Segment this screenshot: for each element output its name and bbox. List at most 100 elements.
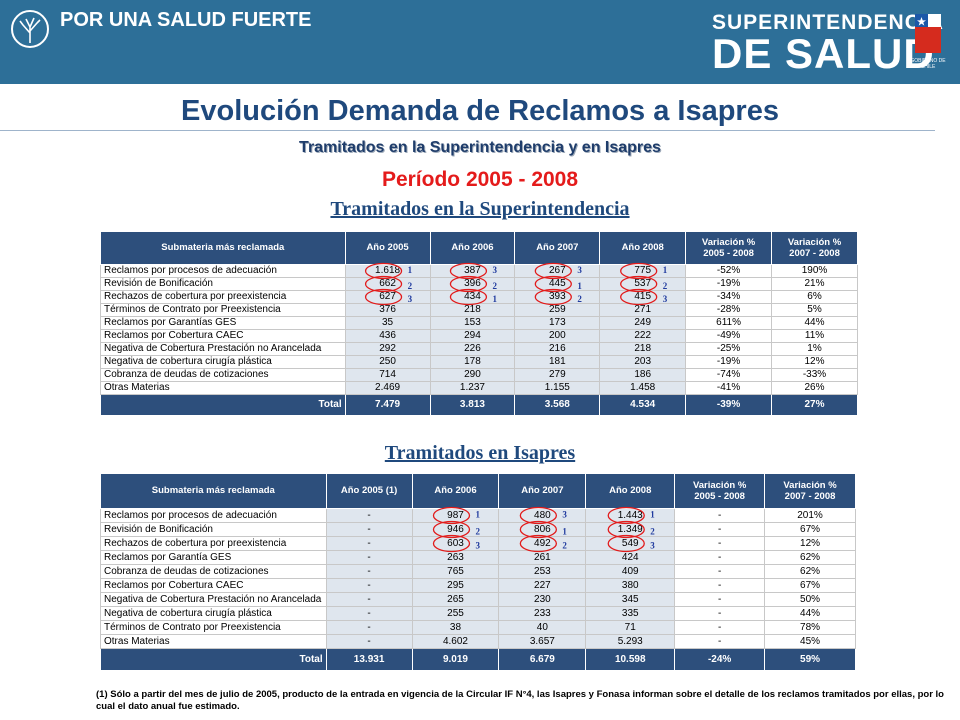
column-header: Año 2008 <box>585 473 676 509</box>
cell-y2008: 271 <box>599 303 687 317</box>
cell-y2005: 250 <box>344 355 431 369</box>
cell-y2005: 1.618 <box>344 264 431 278</box>
cell-y2005: - <box>325 606 413 621</box>
cell-v1: -19% <box>685 277 773 291</box>
page-subtitle: Tramitados en la Superintendencia y en I… <box>299 139 661 156</box>
cell-y2005: 436 <box>344 329 431 343</box>
cell-v1: -52% <box>685 264 773 278</box>
cell-y2007: 3.657 <box>498 634 587 649</box>
table-row: Cobranza de deudas de cotizaciones -765 25… <box>100 564 856 579</box>
cell-v1: -34% <box>685 290 773 304</box>
cell-y2006: 1.237 <box>429 381 516 395</box>
total-v2: 59% <box>764 648 856 671</box>
cell-y2007: 227 <box>498 578 587 593</box>
cell-y2007: 261 <box>498 550 587 565</box>
cell-v1: - <box>674 578 766 593</box>
government-label: GOBIERNO DE CHILE <box>910 58 946 70</box>
row-label: Reclamos por Garantías GES <box>100 316 346 330</box>
cell-y2007: 393 <box>514 290 601 304</box>
cell-y2005: - <box>325 578 413 593</box>
cell-y2008: 380 <box>585 578 676 593</box>
table-row: Negativa de cobertura cirugía plástica 25… <box>100 355 858 369</box>
table-row: Reclamos por procesos de adecuación 1.618… <box>100 264 858 278</box>
table-row: Rechazos de cobertura por preexistencia -… <box>100 536 856 551</box>
cell-y2006: 603 <box>411 536 500 551</box>
table-row: Negativa de cobertura cirugía plástica -2… <box>100 606 856 621</box>
cell-v2: 44% <box>764 606 856 621</box>
table-row: Reclamos por Cobertura CAEC 436 294 200 222-… <box>100 329 858 343</box>
cell-v1: -25% <box>685 342 773 356</box>
cell-v1: - <box>674 564 766 579</box>
total-y2008: 4.534 <box>599 394 687 416</box>
cell-y2007: 233 <box>498 606 587 621</box>
row-label: Otras Materias <box>100 634 327 649</box>
cell-y2006: 265 <box>411 592 500 607</box>
total-y2006: 3.813 <box>429 394 516 416</box>
table-row: Negativa de Cobertura Prestación no Aran… <box>100 592 856 607</box>
cell-y2008: 537 <box>599 277 687 291</box>
cell-v1: 611% <box>685 316 773 330</box>
cell-v2: 62% <box>764 564 856 579</box>
row-label: Reclamos por Cobertura CAEC <box>100 578 327 593</box>
cell-y2008: 424 <box>585 550 676 565</box>
cell-v1: - <box>674 522 766 537</box>
slogan: POR UNA SALUD FUERTE <box>60 9 312 31</box>
cell-v2: 1% <box>771 342 858 356</box>
cell-y2007: 1.155 <box>514 381 601 395</box>
cell-v1: - <box>674 508 766 523</box>
table-row: Cobranza de deudas de cotizaciones 714 290… <box>100 368 858 382</box>
cell-y2007: 259 <box>514 303 601 317</box>
column-header: Variación % 2007 - 2008 <box>771 231 858 265</box>
column-header: Año 2006 <box>429 231 516 265</box>
cell-v2: -33% <box>771 368 858 382</box>
isapres-table: Submateria más reclamada Año 2005 (1) Añ… <box>100 473 856 671</box>
cell-y2006: 387 <box>429 264 516 278</box>
title-divider <box>0 130 935 131</box>
cell-y2005: - <box>325 592 413 607</box>
brand-bottom-text: DE SALUD <box>712 30 935 77</box>
cell-y2007: 230 <box>498 592 587 607</box>
cell-v2: 6% <box>771 290 858 304</box>
cell-v1: -49% <box>685 329 773 343</box>
cell-y2007: 253 <box>498 564 587 579</box>
cell-y2006: 218 <box>429 303 516 317</box>
row-label: Negativa de cobertura cirugía plástica <box>100 355 346 369</box>
column-header: Año 2005 <box>344 231 431 265</box>
cell-y2005: - <box>325 550 413 565</box>
total-y2008: 10.598 <box>585 648 676 671</box>
row-label: Revisión de Bonificación <box>100 522 327 537</box>
cell-y2008: 549 <box>585 536 676 551</box>
column-header: Año 2008 <box>599 231 687 265</box>
flag-emblem-icon <box>915 14 941 53</box>
cell-y2006: 946 <box>411 522 500 537</box>
row-label: Reclamos por procesos de adecuación <box>100 508 327 523</box>
cell-v1: -41% <box>685 381 773 395</box>
row-label: Términos de Contrato por Preexistencia <box>100 303 346 317</box>
table-row: Reclamos por procesos de adecuación -987 4… <box>100 508 856 523</box>
cell-y2008: 1.458 <box>599 381 687 395</box>
total-y2005: 7.479 <box>344 394 431 416</box>
cell-v2: 190% <box>771 264 858 278</box>
table-row: Revisión de Bonificación -946 806 1.349-67% <box>100 522 856 537</box>
cell-y2005: - <box>325 536 413 551</box>
cell-y2005: - <box>325 620 413 635</box>
total-y2005: 13.931 <box>325 648 413 671</box>
cell-v2: 78% <box>764 620 856 635</box>
cell-v2: 44% <box>771 316 858 330</box>
column-header: Submateria más reclamada <box>100 473 327 509</box>
cell-y2006: 434 <box>429 290 516 304</box>
cell-y2007: 181 <box>514 355 601 369</box>
period-label: Período 2005 - 2008 <box>381 168 579 191</box>
cell-y2006: 255 <box>411 606 500 621</box>
cell-y2006: 153 <box>429 316 516 330</box>
cell-y2006: 178 <box>429 355 516 369</box>
cell-y2007: 445 <box>514 277 601 291</box>
table-row: Reclamos por Garantía GES -263 261 424-62% <box>100 550 856 565</box>
government-logo: GOBIERNO DE CHILE <box>905 12 951 70</box>
tree-icon <box>11 10 49 48</box>
column-header: Variación % 2007 - 2008 <box>764 473 856 509</box>
cell-y2008: 1.349 <box>585 522 676 537</box>
cell-y2007: 216 <box>514 342 601 356</box>
table-row: Rechazos de cobertura por preexistencia 6… <box>100 290 858 304</box>
cell-y2005: - <box>325 522 413 537</box>
